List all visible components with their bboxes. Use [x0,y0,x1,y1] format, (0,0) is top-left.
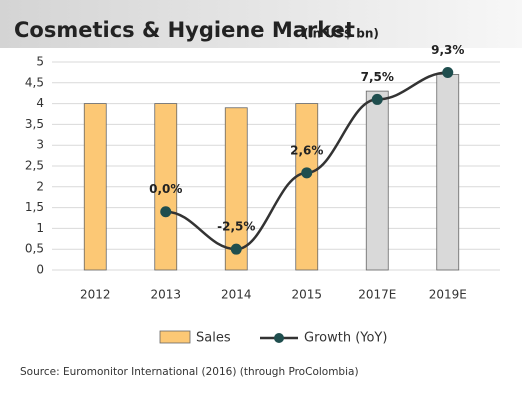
title-band [0,0,522,48]
y-tick-label: 4,5 [25,75,44,89]
y-tick-label: 3,5 [25,117,44,131]
bar [365,90,389,271]
y-tick-label: 5 [36,55,44,69]
data-label: 0,0% [149,182,182,196]
y-tick-label: 1 [36,221,44,235]
bar [154,103,178,271]
growth-point [301,167,313,179]
y-tick-label: 0 [36,263,44,277]
x-tick-label: 2019E [429,288,467,302]
chart-title: Cosmetics & Hygiene Market [14,18,355,42]
source: Source: Euromonitor International (2016)… [20,366,359,378]
x-tick-label: 2012 [80,288,111,302]
legend-label: Growth (YoY) [304,331,387,346]
bar [224,107,248,271]
growth-point [442,66,454,78]
x-tick-label: 2017E [358,288,396,302]
y-tick-label: 2,5 [25,159,44,173]
data-label: 2,6% [290,143,323,157]
legend-marker [274,333,284,343]
data-label: 7,5% [361,70,394,84]
x-tick-label: 2014 [221,288,252,302]
growth-point [230,243,242,255]
y-tick-label: 1,5 [25,200,44,214]
y-tick-label: 0,5 [25,242,44,256]
x-tick-label: 2013 [150,288,181,302]
y-tick-label: 2 [36,179,44,193]
bar [295,103,319,271]
growth-point [160,206,172,218]
data-label: -2,5% [217,220,255,234]
chart-subtitle: (in US$ bn) [303,27,379,41]
x-tick-label: 2015 [291,288,322,302]
y-tick-label: 4 [36,96,44,110]
bar [436,74,460,271]
legend-swatch [159,330,191,344]
growth-point [371,93,383,105]
legend-label: Sales [196,331,231,346]
data-label: 9,3% [431,43,464,57]
bar [83,103,107,271]
y-tick-label: 3 [36,138,44,152]
